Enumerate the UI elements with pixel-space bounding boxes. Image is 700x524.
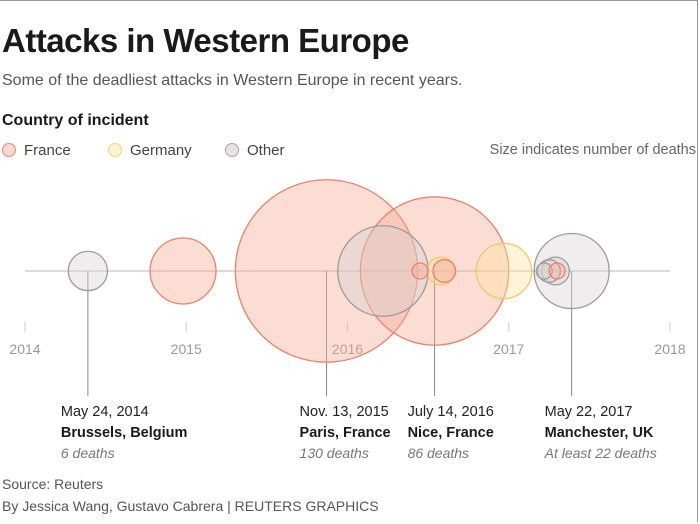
annotation-deaths: 6 deaths	[61, 445, 115, 461]
year-tick-label: 2015	[171, 341, 202, 357]
france-swatch-icon	[2, 143, 16, 157]
annotation-deaths: 86 deaths	[408, 445, 470, 461]
bubble-france	[234, 179, 419, 363]
bubble-other	[67, 250, 109, 292]
year-tick-label: 2016	[332, 341, 363, 357]
legend-title: Country of incident	[2, 112, 149, 129]
bubble-other	[533, 232, 610, 310]
bubble-france	[548, 262, 566, 280]
annotation-deaths: 130 deaths	[300, 445, 369, 461]
annotation-place: Brussels, Belgium	[61, 425, 188, 441]
annotation-place: Paris, France	[300, 425, 391, 441]
annotation-place: Nice, France	[408, 425, 494, 441]
legend-item-france: France	[2, 142, 71, 159]
other-swatch-icon	[225, 143, 239, 157]
bubble-france	[359, 196, 510, 346]
legend-label-france: France	[24, 142, 71, 159]
annotation-place: Manchester, UK	[545, 425, 654, 441]
annotation-deaths: At least 22 deaths	[544, 445, 657, 461]
annotation-date: May 24, 2014	[61, 404, 149, 420]
bubble-germany	[475, 242, 533, 300]
bubble-other	[535, 262, 553, 280]
annotation-date: Nov. 13, 2015	[300, 404, 389, 420]
legend-label-other: Other	[247, 142, 285, 159]
legend-item-other: Other	[225, 142, 285, 159]
bubble-france	[149, 237, 217, 305]
chart-subtitle: Some of the deadliest attacks in Western…	[2, 72, 463, 89]
legend-item-germany: Germany	[108, 142, 192, 159]
bubble-france	[432, 259, 457, 283]
year-tick-label: 2018	[654, 341, 685, 357]
legend-label-germany: Germany	[130, 142, 192, 159]
germany-swatch-icon	[108, 143, 122, 157]
annotation-date: July 14, 2016	[408, 404, 494, 420]
year-tick-label: 2014	[9, 341, 40, 357]
bubble-germany	[426, 256, 456, 286]
chart-title: Attacks in Western Europe	[2, 22, 409, 59]
year-tick-label: 2017	[493, 341, 524, 357]
credit-line: By Jessica Wang, Gustavo Cabrera | REUTE…	[2, 498, 379, 514]
source-note: Source: Reuters	[2, 476, 104, 492]
size-note: Size indicates number of deaths	[489, 142, 696, 158]
annotation-date: May 22, 2017	[545, 404, 633, 420]
bubble-france	[411, 262, 429, 280]
